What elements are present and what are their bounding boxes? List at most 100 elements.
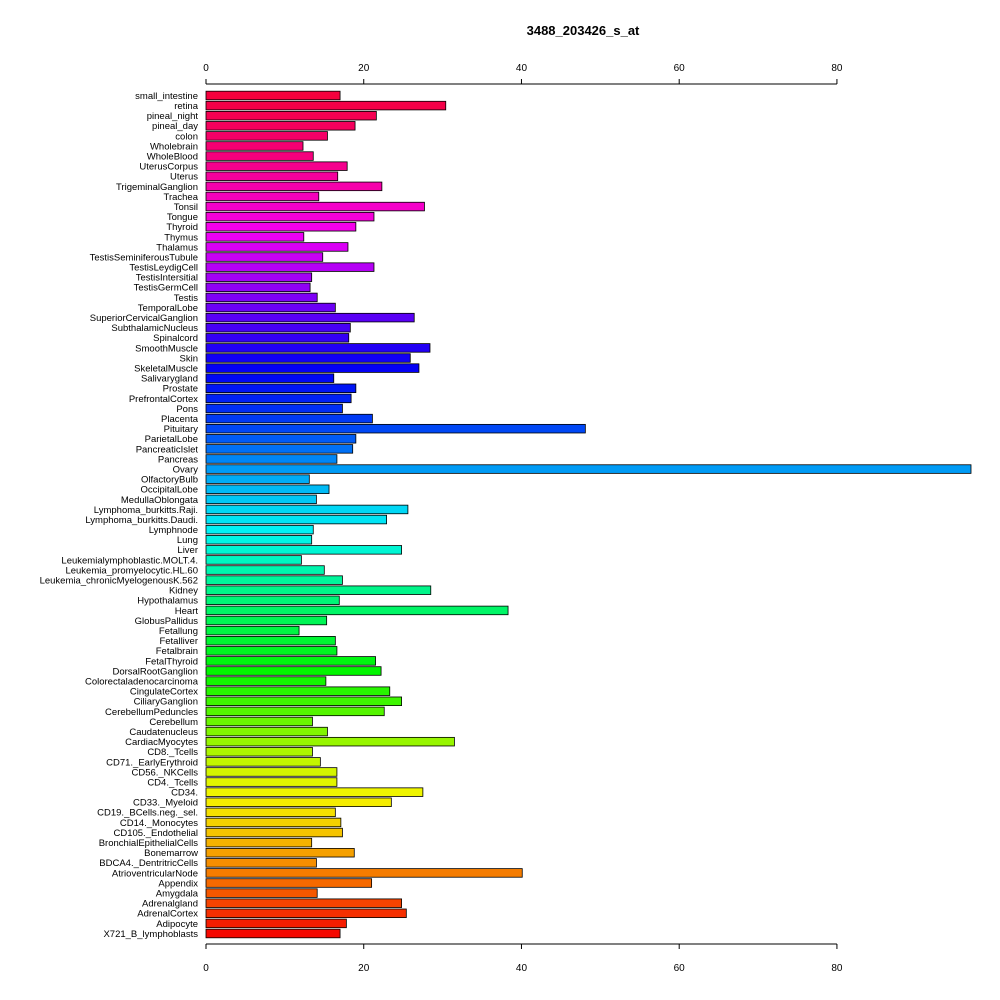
- bar-12: [205, 211, 375, 222]
- category-label: CD4._Tcells: [147, 777, 198, 788]
- bar-24: [205, 333, 350, 343]
- bar-36: [205, 454, 338, 464]
- category-label: Heart: [175, 606, 199, 617]
- bar-62: [205, 716, 313, 727]
- category-label: TestisLeydigCell: [129, 263, 198, 274]
- category-label: SuperiorCervicalGanglion: [90, 313, 198, 324]
- bar-15: [205, 242, 349, 252]
- bar-72: [205, 817, 342, 828]
- category-label: Prostate: [163, 384, 198, 395]
- category-label: Adipocyte: [156, 919, 198, 930]
- category-label: colon: [175, 131, 198, 142]
- category-label: Liver: [177, 545, 198, 556]
- category-label: Leukemia_chronicMyelogenousK.562: [40, 576, 198, 587]
- bar-61: [205, 706, 385, 717]
- category-label: Pons: [176, 404, 198, 415]
- bar-18: [205, 272, 313, 282]
- bar-16: [205, 252, 324, 262]
- category-label: Colorectaladenocarcinoma: [85, 676, 199, 687]
- bar-56: [205, 656, 376, 666]
- bar-49: [205, 585, 432, 595]
- category-label: CiliaryGanglion: [134, 697, 198, 708]
- category-label: Wholebrain: [150, 141, 198, 152]
- bar-63: [205, 726, 328, 737]
- category-label: Placenta: [161, 414, 199, 425]
- category-label: MedullaOblongata: [121, 495, 199, 506]
- bar-39: [205, 484, 330, 494]
- category-label: Ovary: [173, 464, 199, 475]
- bar-37: [205, 464, 972, 474]
- bar-32: [205, 413, 373, 424]
- bar-65: [205, 747, 313, 757]
- bar-10: [205, 191, 320, 202]
- category-label: Cerebellum: [149, 717, 198, 728]
- category-label: Thyroid: [166, 222, 198, 233]
- category-label: CerebellumPeduncles: [105, 707, 198, 718]
- bar-25: [205, 343, 431, 353]
- category-label: SkeletalMuscle: [134, 364, 198, 375]
- category-label: Kidney: [169, 586, 198, 597]
- bar-43: [205, 524, 314, 535]
- category-label: Trachea: [164, 192, 199, 203]
- bar-29: [205, 383, 357, 394]
- bar-52: [205, 615, 328, 626]
- category-label: Tongue: [167, 212, 198, 223]
- category-label: pineal_day: [152, 121, 198, 132]
- category-label: FetalThyroid: [145, 656, 198, 667]
- bar-57: [205, 666, 382, 676]
- bar-78: [205, 878, 373, 888]
- category-label: X721_B_lymphoblasts: [103, 929, 198, 940]
- bar-41: [205, 504, 409, 515]
- category-label: Leukemia_promyelocytic.HL.60: [65, 565, 198, 576]
- category-label: Fetalbrain: [156, 646, 198, 657]
- bar-82: [205, 918, 347, 929]
- bar-30: [205, 393, 352, 404]
- category-label: Bonemarrow: [144, 848, 198, 859]
- bar-5: [205, 141, 304, 151]
- category-label: WholeBlood: [147, 151, 198, 162]
- category-label: BDCA4._DentritricCells: [99, 858, 198, 869]
- category-label: Amygdala: [156, 889, 199, 900]
- bar-31: [205, 403, 343, 414]
- category-label: TestisSeminiferousTubule: [90, 252, 198, 263]
- category-label: BronchialEpithelialCells: [99, 838, 199, 849]
- top-axis: 0 20 40 60 80: [203, 63, 843, 85]
- bar-38: [205, 474, 310, 484]
- bar-51: [205, 605, 509, 616]
- bottom-axis-tick-label: 0: [203, 963, 209, 974]
- category-label: Caudatenucleus: [129, 727, 198, 738]
- category-label: Hypothalamus: [137, 596, 198, 607]
- bar-66: [205, 757, 321, 767]
- bar-81: [205, 908, 407, 919]
- category-label: Salivarygland: [141, 374, 198, 385]
- bar-59: [205, 686, 391, 696]
- bar-42: [205, 514, 388, 525]
- bar-48: [205, 575, 343, 585]
- category-label: Tonsil: [174, 202, 198, 213]
- bar-71: [205, 807, 336, 818]
- bar-14: [205, 232, 305, 242]
- bar-68: [205, 777, 338, 787]
- bar-34: [205, 434, 357, 444]
- bar-11: [205, 201, 425, 212]
- bar-20: [205, 292, 318, 303]
- bar-0: [205, 90, 341, 101]
- bar-44: [205, 535, 313, 545]
- category-label: Testis: [174, 293, 199, 304]
- bar-83: [205, 928, 341, 939]
- category-label: CD8._Tcells: [147, 747, 198, 758]
- category-label: CD56._NKCells: [131, 767, 198, 778]
- category-label: Lymphoma_burkitts.Raji.: [94, 505, 198, 516]
- bar-77: [205, 868, 523, 878]
- bar-23: [205, 323, 351, 333]
- bar-7: [205, 161, 348, 171]
- bar-46: [205, 555, 302, 565]
- bar-69: [205, 787, 424, 797]
- bar-50: [205, 595, 340, 606]
- bar-60: [205, 696, 402, 706]
- category-label: Fetalliver: [159, 636, 198, 647]
- category-labels-group: small_intestineretinapineal_nightpineal_…: [40, 91, 199, 940]
- bottom-axis: 0 20 40 60 80: [203, 943, 843, 974]
- bar-45: [205, 545, 402, 555]
- category-label: Thymus: [164, 232, 198, 243]
